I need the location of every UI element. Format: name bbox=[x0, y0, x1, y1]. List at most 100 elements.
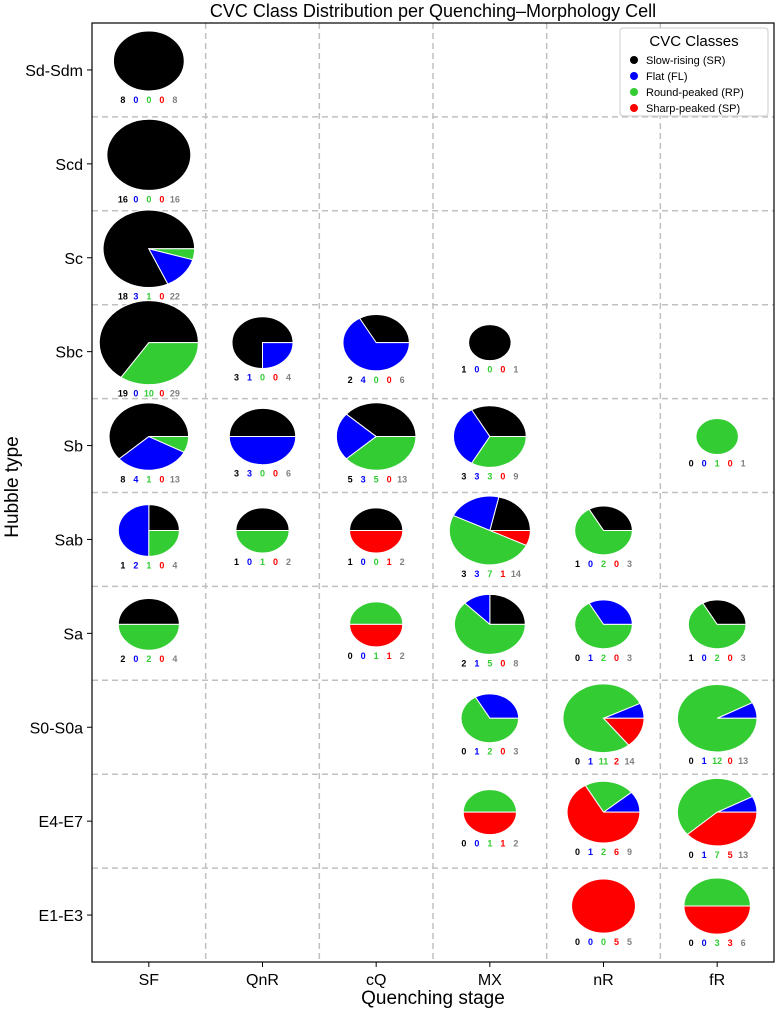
pie-slice bbox=[602, 717, 645, 746]
plot-frame bbox=[91, 22, 775, 963]
count-label: 8 bbox=[172, 95, 177, 105]
count-label: 0 bbox=[575, 847, 580, 857]
count-label: 9 bbox=[513, 471, 518, 481]
count-label: 1 bbox=[146, 292, 151, 302]
x-tick-label: nR bbox=[593, 972, 613, 989]
count-label: 3 bbox=[474, 569, 479, 579]
count-label: 4 bbox=[133, 474, 138, 484]
count-label: 0 bbox=[689, 938, 694, 948]
count-label: 0 bbox=[702, 459, 707, 469]
count-label: 2 bbox=[400, 651, 405, 661]
count-label: 2 bbox=[601, 847, 606, 857]
pie-cell: 19 0 10 0 29 bbox=[98, 300, 199, 399]
count-label: 3 bbox=[715, 938, 720, 948]
legend: CVC Classes Slow-rising (SR) Flat (FL) Roun… bbox=[619, 27, 769, 117]
legend-entry: Round-peaked (RP) bbox=[646, 87, 744, 99]
y-tick-label: Sbc bbox=[55, 345, 83, 362]
count-label: 3 bbox=[461, 471, 466, 481]
pie-slice bbox=[676, 777, 754, 836]
count-label: 0 bbox=[702, 938, 707, 948]
pie-slice bbox=[117, 623, 180, 651]
count-label: 0 bbox=[689, 756, 694, 766]
count-label: 0 bbox=[260, 469, 265, 479]
x-tick-label: QnR bbox=[246, 972, 279, 989]
count-label: 1 bbox=[474, 747, 479, 757]
count-label: 18 bbox=[118, 292, 128, 302]
pie-slice bbox=[120, 342, 199, 386]
count-label: 14 bbox=[511, 569, 521, 579]
count-label: 1 bbox=[146, 474, 151, 484]
count-label: 8 bbox=[120, 474, 125, 484]
pie-slice bbox=[228, 408, 297, 438]
count-label: 0 bbox=[500, 658, 505, 668]
count-label: 0 bbox=[487, 365, 492, 375]
count-label: 0 bbox=[133, 95, 138, 105]
count-label: 0 bbox=[260, 373, 265, 383]
count-label: 0 bbox=[614, 559, 619, 569]
pie-slice bbox=[349, 623, 404, 648]
count-label: 0 bbox=[588, 559, 593, 569]
count-label: 0 bbox=[348, 651, 353, 661]
pie-slice bbox=[106, 118, 192, 191]
count-label: 3 bbox=[133, 292, 138, 302]
count-label: 4 bbox=[361, 375, 366, 385]
count-label: 2 bbox=[614, 757, 619, 767]
x-tick-label: fR bbox=[709, 972, 725, 989]
pie-slice bbox=[112, 30, 185, 92]
count-label: 1 bbox=[500, 839, 505, 849]
count-label: 2 bbox=[348, 375, 353, 385]
count-label: 6 bbox=[741, 938, 746, 948]
y-tick-label: Sd-Sdm bbox=[25, 63, 83, 80]
pie-slice bbox=[235, 507, 290, 531]
count-label: 1 bbox=[575, 559, 580, 569]
count-label: 0 bbox=[689, 850, 694, 860]
axes: SF QnR cQ MX nR fR Sd-Sdm Scd Sc Sbc Sb Sab Sa S0-S0a… bbox=[25, 22, 775, 989]
count-label: 0 bbox=[146, 194, 151, 204]
count-label: 1 bbox=[247, 373, 252, 383]
count-label: 13 bbox=[738, 756, 748, 766]
count-label: 1 bbox=[474, 658, 479, 668]
legend-entry: Sharp-peaked (SP) bbox=[646, 103, 740, 115]
count-label: 1 bbox=[487, 839, 492, 849]
count-label: 1 bbox=[702, 850, 707, 860]
pie-slice bbox=[489, 496, 531, 531]
pie-cell: 0 1 12 0 13 bbox=[676, 684, 758, 766]
count-label: 0 bbox=[133, 389, 138, 399]
count-label: 3 bbox=[627, 653, 632, 663]
count-label: 0 bbox=[133, 194, 138, 204]
pie-slice bbox=[228, 436, 297, 466]
pie-slice bbox=[231, 316, 294, 370]
count-label: 4 bbox=[172, 654, 177, 664]
count-label: 2 bbox=[487, 747, 492, 757]
pie-slice bbox=[148, 504, 180, 531]
count-label: 3 bbox=[361, 474, 366, 484]
legend-title: CVC Classes bbox=[649, 33, 738, 50]
count-label: 0 bbox=[387, 375, 392, 385]
legend-marker bbox=[630, 104, 638, 112]
pie-slice bbox=[489, 593, 526, 625]
pie-slice bbox=[470, 405, 527, 438]
pie-slice bbox=[117, 504, 150, 557]
count-label: 0 bbox=[247, 557, 252, 567]
count-label: 1 bbox=[588, 847, 593, 857]
count-label: 3 bbox=[474, 471, 479, 481]
count-label: 2 bbox=[601, 653, 606, 663]
count-label: 0 bbox=[133, 654, 138, 664]
pie-slice bbox=[676, 684, 758, 753]
count-label: 2 bbox=[120, 654, 125, 664]
count-label: 0 bbox=[575, 653, 580, 663]
count-label: 0 bbox=[159, 194, 164, 204]
count-label: 1 bbox=[461, 365, 466, 375]
count-label: 0 bbox=[273, 557, 278, 567]
count-label: 0 bbox=[500, 747, 505, 757]
count-label: 1 bbox=[260, 557, 265, 567]
pie-slice bbox=[462, 811, 517, 836]
y-tick-label: Sab bbox=[55, 532, 84, 549]
count-label: 0 bbox=[575, 937, 580, 947]
count-label: 4 bbox=[172, 560, 177, 570]
count-label: 0 bbox=[361, 651, 366, 661]
